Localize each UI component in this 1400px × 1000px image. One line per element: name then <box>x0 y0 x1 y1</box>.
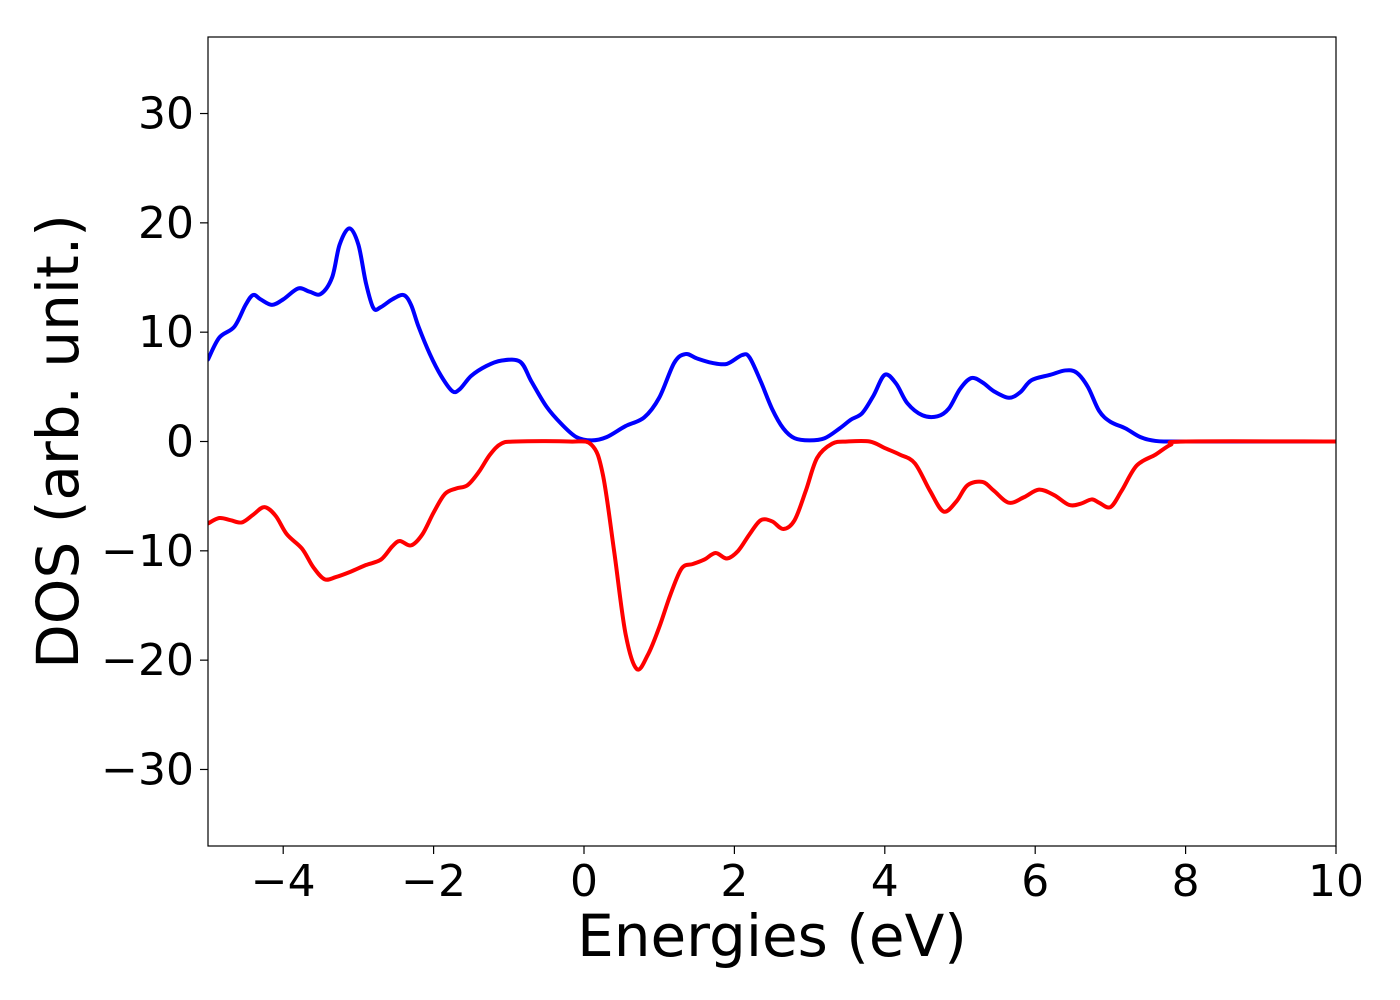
x-tick-label: 0 <box>570 856 598 907</box>
x-tick-label: 4 <box>871 856 899 907</box>
x-tick-label: −4 <box>251 856 316 907</box>
series-line-1 <box>208 438 1336 672</box>
x-tick-label: 2 <box>720 856 748 907</box>
y-tick-label: 10 <box>138 307 194 358</box>
y-tick-label: −20 <box>101 635 194 686</box>
y-tick-label: −30 <box>101 744 194 795</box>
series-line-0 <box>208 226 1336 444</box>
y-axis-ticks: −30 −20 −10 0 10 20 30 <box>101 89 208 795</box>
x-tick-label: 8 <box>1172 856 1200 907</box>
y-tick-label: 20 <box>138 198 194 249</box>
x-tick-label: −2 <box>401 856 466 907</box>
y-tick-label: 30 <box>138 89 194 140</box>
y-tick-label: −10 <box>101 526 194 577</box>
y-tick-label: 0 <box>166 417 194 468</box>
series-layer <box>208 226 1336 672</box>
x-axis-label: Energies (eV) <box>577 902 967 970</box>
x-tick-label: 6 <box>1021 856 1049 907</box>
y-axis-label: DOS (arb. unit.) <box>24 214 92 669</box>
x-axis-ticks: −4 −2 0 2 4 6 8 10 <box>251 846 1364 907</box>
x-tick-label: 10 <box>1308 856 1364 907</box>
